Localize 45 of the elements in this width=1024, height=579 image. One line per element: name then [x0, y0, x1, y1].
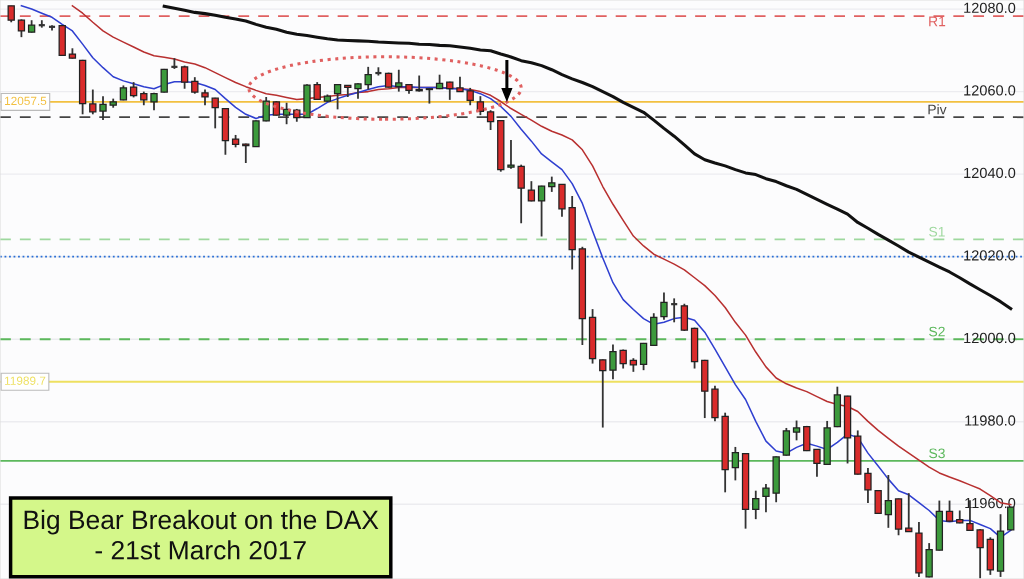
candlestick [486, 109, 495, 131]
ref-line-label: R1 [929, 16, 946, 27]
ref-line-label: S3 [929, 448, 945, 459]
candlestick [527, 180, 536, 203]
candlestick [660, 291, 668, 321]
candlestick [884, 474, 893, 529]
candlestick [395, 68, 403, 93]
candlestick [762, 483, 770, 514]
candlestick [507, 138, 515, 170]
ref-line-label: S2 [929, 326, 945, 337]
y-tick-label: 12020.0 [964, 250, 1016, 261]
candlestick [813, 448, 821, 478]
y-tick-label: 12000.0 [964, 332, 1016, 344]
candlestick [639, 342, 648, 372]
candlestick [599, 358, 607, 429]
y-tick-label: 12060.0 [964, 85, 1016, 96]
candlestick [864, 467, 872, 504]
ref-line-label: 12057.5 [5, 96, 47, 106]
candlestick [242, 142, 250, 164]
candlestick [262, 96, 270, 123]
candlestick [731, 446, 740, 482]
candlestick [446, 80, 454, 101]
candlestick [476, 95, 485, 117]
ref-line-label: Piv [928, 104, 947, 115]
candlestick [517, 163, 525, 225]
y-tick-label: 12080.0 [964, 2, 1016, 13]
candlestick [874, 490, 882, 515]
candlestick [752, 489, 760, 521]
candlestick [415, 74, 423, 93]
candlestick [945, 499, 954, 523]
candlestick [99, 95, 107, 121]
ref-line-label: S1 [929, 226, 945, 237]
candlestick [537, 184, 546, 238]
candlestick [364, 65, 372, 91]
ref-line-label: 11989.7 [5, 376, 46, 385]
candlestick [333, 83, 342, 111]
candlestick [425, 87, 434, 105]
candlestick [976, 528, 984, 579]
candlestick [211, 96, 219, 130]
candlestick [609, 343, 617, 381]
y-tick-label: 11980.0 [965, 415, 1016, 426]
y-tick-label: 12040.0 [964, 167, 1016, 179]
candlestick [89, 88, 97, 116]
candlestick [792, 419, 801, 442]
text: Big Bear Breakout on the DAX - 21st March 2017 [24, 509, 379, 560]
